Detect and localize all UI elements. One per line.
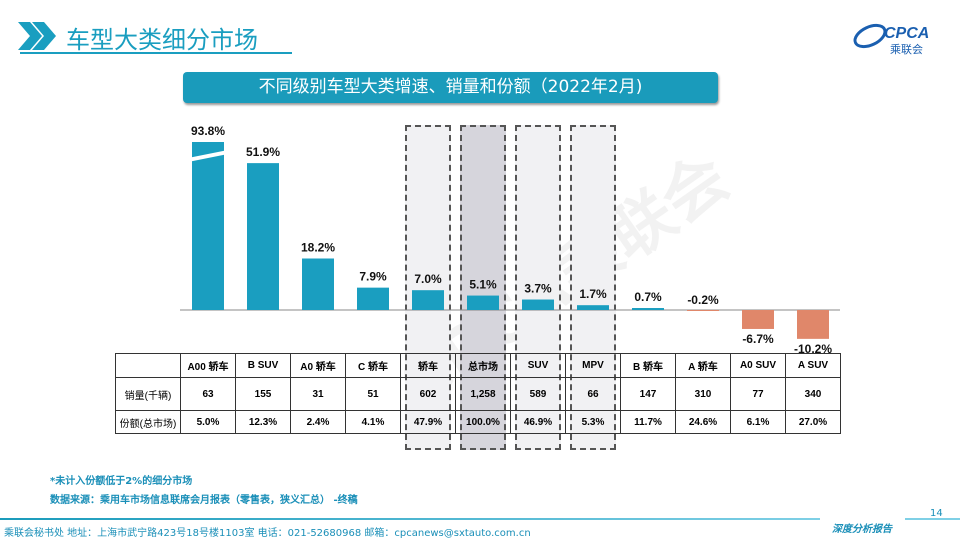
note: *未计入份额低于2%的细分市场 [50, 476, 193, 487]
column-header: A 轿车 [675, 353, 731, 378]
data-label: 7.0% [414, 272, 442, 286]
share-cell: 4.1% [345, 410, 401, 434]
table-corner [115, 353, 181, 378]
sales-cell: 1,258 [455, 377, 511, 411]
sales-cell: 147 [620, 377, 676, 411]
chevron-icon [18, 22, 56, 50]
bar [632, 308, 664, 310]
data-label: 5.1% [469, 278, 497, 292]
data-label: -10.2% [794, 342, 832, 356]
data-label: 7.9% [359, 270, 387, 284]
column-header: A SUV [785, 353, 841, 378]
share-cell: 5.3% [565, 410, 621, 434]
share-cell: 12.3% [235, 410, 291, 434]
column-header: SUV [510, 353, 566, 378]
column-header: MPV [565, 353, 621, 378]
share-cell: 11.7% [620, 410, 676, 434]
row-header: 份额(总市场) [115, 410, 181, 434]
sales-cell: 602 [400, 377, 456, 411]
share-cell: 100.0% [455, 410, 511, 434]
footer-contact: 乘联会秘书处 地址：上海市武宁路423号18号楼1103室 电话：021-526… [4, 528, 531, 539]
axis-break [188, 150, 228, 162]
sales-cell: 63 [180, 377, 236, 411]
cpca-logo: CPCA 乘联会 [850, 16, 950, 56]
page-title: 车型大类细分市场 [66, 26, 258, 54]
sales-cell: 340 [785, 377, 841, 411]
share-cell: 47.9% [400, 410, 456, 434]
sales-cell: 51 [345, 377, 401, 411]
report-tag: 深度分析报告 [832, 524, 892, 535]
footer-divider [0, 518, 820, 520]
data-label: 3.7% [524, 282, 552, 296]
bar [302, 258, 334, 310]
source-note: 数据来源：乘用车市场信息联席会月报表（零售表，狭义汇总） -终稿 [50, 495, 358, 506]
bar [522, 299, 554, 310]
share-cell: 46.9% [510, 410, 566, 434]
share-cell: 27.0% [785, 410, 841, 434]
column-header: 总市场 [455, 353, 511, 378]
data-label: -6.7% [742, 332, 774, 346]
column-header: C 轿车 [345, 353, 401, 378]
footer-divider [905, 518, 960, 520]
sales-cell: 31 [290, 377, 346, 411]
chart-title: 不同级别车型大类增速、销量和份额（2022年2月) [183, 72, 718, 103]
sales-cell: 155 [235, 377, 291, 411]
svg-text:CPCA: CPCA [884, 25, 929, 42]
data-label: 1.7% [579, 287, 607, 301]
data-table: A00 轿车 B SUV A0 轿车 C 轿车 轿车 总市场 SUV MPV B 轿车 A 轿车 A… [115, 353, 841, 434]
page-number: 14 [930, 508, 943, 519]
bar [412, 290, 444, 310]
bar [687, 310, 719, 311]
bar [357, 287, 389, 310]
column-header: B 轿车 [620, 353, 676, 378]
data-label: -0.2% [687, 293, 719, 307]
data-label: 51.9% [246, 145, 280, 159]
share-cell: 24.6% [675, 410, 731, 434]
column-header: A0 SUV [730, 353, 786, 378]
share-cell: 5.0% [180, 410, 236, 434]
column-header: 轿车 [400, 353, 456, 378]
data-label: 93.8% [191, 124, 225, 138]
data-label: 18.2% [301, 240, 335, 254]
share-cell: 6.1% [730, 410, 786, 434]
row-header: 销量(千辆) [115, 377, 181, 411]
sales-cell: 77 [730, 377, 786, 411]
sales-cell: 66 [565, 377, 621, 411]
title-underline [20, 52, 292, 54]
sales-cell: 589 [510, 377, 566, 411]
sales-cell: 310 [675, 377, 731, 411]
bar [192, 142, 224, 310]
column-header: B SUV [235, 353, 291, 378]
column-header: A0 轿车 [290, 353, 346, 378]
data-label: 0.7% [634, 290, 662, 304]
share-cell: 2.4% [290, 410, 346, 434]
column-header: A00 轿车 [180, 353, 236, 378]
bar [577, 305, 609, 310]
bar [742, 310, 774, 329]
svg-text:乘联会: 乘联会 [890, 43, 923, 56]
bar [247, 163, 279, 310]
bar [797, 310, 829, 339]
bar [467, 295, 499, 310]
